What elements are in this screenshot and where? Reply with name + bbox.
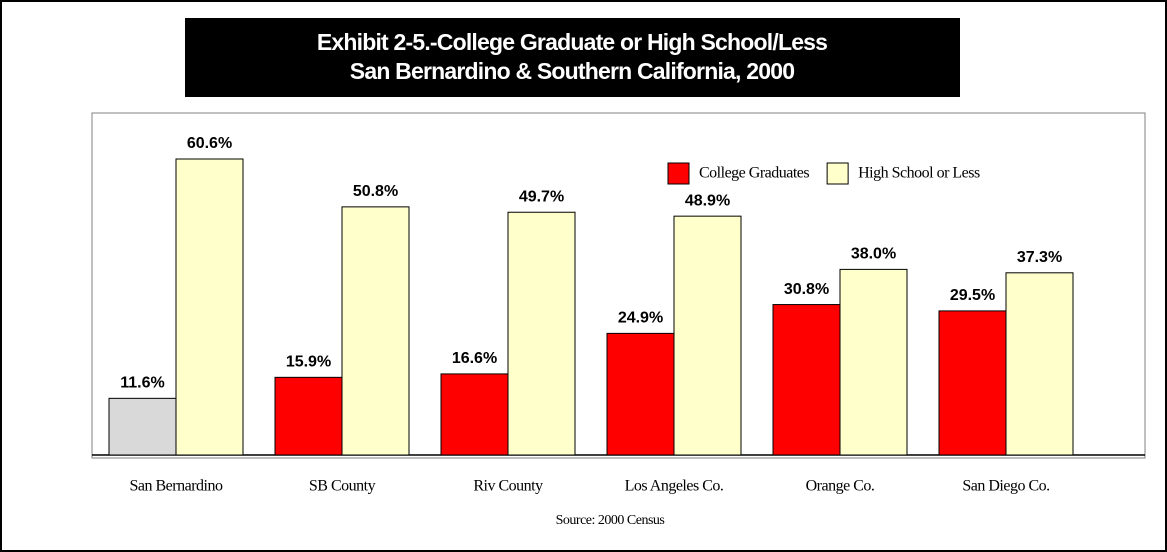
- bar: [1005, 272, 1074, 456]
- bar: [440, 373, 509, 456]
- chart-title: Exhibit 2-5.-College Graduate or High Sc…: [317, 29, 827, 55]
- legend-swatch: [826, 162, 849, 185]
- bar: [938, 310, 1007, 456]
- x-tick-label: Los Angeles Co.: [625, 478, 724, 495]
- x-tick-label: Orange Co.: [806, 478, 875, 495]
- value-label: 48.9%: [685, 192, 730, 209]
- x-tick-label: Riv County: [473, 478, 543, 495]
- bar: [673, 215, 742, 456]
- value-label: 30.8%: [784, 281, 829, 298]
- value-label: 29.5%: [950, 287, 995, 304]
- value-label: 24.9%: [618, 310, 663, 327]
- source-note: Source: 2000 Census: [556, 513, 665, 528]
- legend-swatch: [667, 162, 690, 185]
- title-box: [185, 18, 960, 97]
- value-label: 37.3%: [1017, 249, 1062, 266]
- bar: [274, 376, 343, 456]
- value-label: 60.6%: [187, 135, 232, 152]
- value-label: 38.0%: [851, 246, 896, 263]
- x-tick-label: San Bernardino: [130, 478, 223, 495]
- x-tick-label: SB County: [309, 478, 376, 495]
- legend-label: College Graduates: [699, 165, 809, 182]
- bar: [175, 158, 244, 456]
- value-label: 49.7%: [519, 188, 564, 205]
- value-label: 16.6%: [452, 350, 497, 367]
- value-label: 11.6%: [120, 375, 164, 392]
- bar: [108, 397, 177, 456]
- chart-subtitle: San Bernardino & Southern California, 20…: [350, 58, 794, 84]
- bar: [839, 268, 908, 456]
- bar: [606, 332, 675, 456]
- bar: [507, 211, 576, 456]
- value-label: 50.8%: [353, 183, 398, 200]
- bar: [772, 304, 841, 456]
- legend-label: High School or Less: [858, 165, 980, 182]
- x-tick-label: San Diego Co.: [962, 478, 1049, 495]
- bar: [341, 206, 410, 456]
- value-label: 15.9%: [286, 354, 331, 371]
